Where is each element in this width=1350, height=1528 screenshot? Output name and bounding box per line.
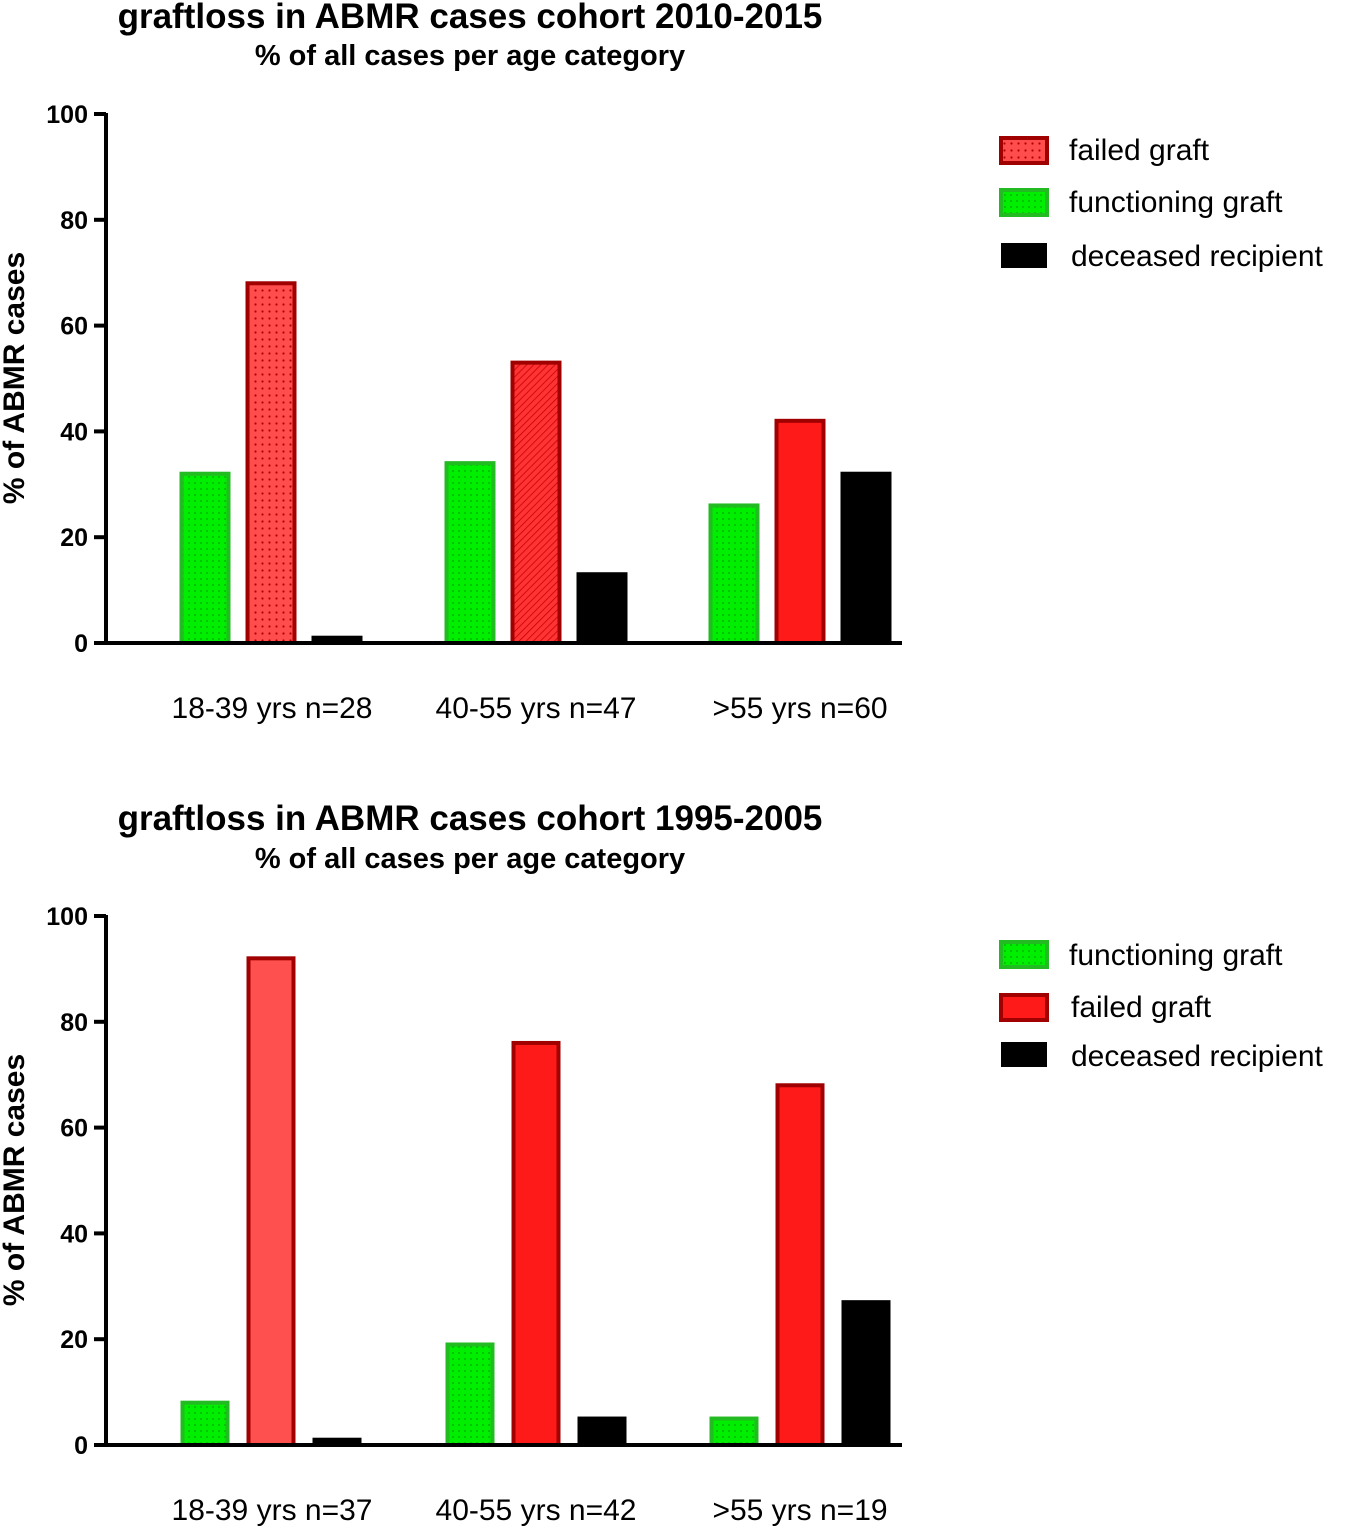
bar-failed-graft <box>775 1083 825 1448</box>
bar-functioning-graft <box>444 461 496 646</box>
bar-failed-graft <box>774 418 826 645</box>
y-tick-label: 80 <box>60 207 88 235</box>
category-label: 40-55 yrs n=42 <box>436 1494 637 1527</box>
chart-2010-2015: graftloss in ABMR cases cohort 2010-2015… <box>0 0 1324 725</box>
chart-title: graftloss in ABMR cases cohort 2010-2015 <box>118 0 823 36</box>
legend-label: failed graft <box>1071 991 1212 1024</box>
category-label: >55 yrs n=60 <box>712 692 887 725</box>
legend-swatch-deceased <box>1001 243 1047 268</box>
bar-failed-graft <box>246 956 296 1447</box>
legend-swatch-failed <box>999 136 1049 165</box>
bar-deceased-recipient <box>577 1416 627 1448</box>
legend-swatch-functioning <box>999 940 1049 969</box>
bar-deceased-recipient <box>840 471 892 645</box>
legend-label: functioning graft <box>1069 186 1283 219</box>
legend: failed graft functioning graft deceased … <box>999 134 1324 273</box>
y-tick-label: 20 <box>60 1326 88 1354</box>
y-tick-label: 60 <box>60 313 88 341</box>
legend-label: failed graft <box>1069 134 1210 167</box>
legend-swatch-failed <box>999 993 1049 1022</box>
y-ticks: 0 20 40 60 80 100 <box>46 101 106 658</box>
legend-swatch-deceased <box>1001 1042 1047 1067</box>
legend-label: deceased recipient <box>1071 240 1324 273</box>
y-axis-label: % of ABMR cases <box>0 252 31 504</box>
y-tick-label: 100 <box>46 903 88 931</box>
category-label: 18-39 yrs n=37 <box>172 1494 373 1527</box>
y-tick-label: 0 <box>74 630 88 658</box>
y-tick-label: 0 <box>74 1432 88 1460</box>
y-tick-label: 100 <box>46 101 88 129</box>
category-label: 40-55 yrs n=47 <box>436 692 637 725</box>
bar-deceased-recipient <box>576 572 628 645</box>
y-tick-label: 20 <box>60 524 88 552</box>
chart-subtitle: % of all cases per age category <box>255 843 685 875</box>
bar-functioning-graft <box>709 1416 759 1448</box>
bar-failed-graft <box>511 1040 561 1447</box>
y-tick-label: 40 <box>60 1220 88 1248</box>
bar-functioning-graft <box>180 1400 230 1448</box>
bar-functioning-graft <box>708 503 760 645</box>
chart-subtitle: % of all cases per age category <box>255 40 685 72</box>
bar-functioning-graft <box>445 1342 495 1447</box>
bars <box>180 956 891 1448</box>
category-label: 18-39 yrs n=28 <box>172 692 373 725</box>
category-label: >55 yrs n=19 <box>712 1494 887 1527</box>
chart-title: graftloss in ABMR cases cohort 1995-2005 <box>118 799 823 838</box>
bar-failed-graft <box>245 281 297 645</box>
bar-deceased-recipient <box>841 1300 891 1448</box>
y-axis-label: % of ABMR cases <box>0 1054 31 1306</box>
chart-1995-2005: graftloss in ABMR cases cohort 1995-2005… <box>0 799 1324 1527</box>
bars <box>179 281 892 646</box>
bar-failed-graft <box>510 360 562 645</box>
legend-label: functioning graft <box>1069 939 1283 972</box>
legend: functioning graft failed graft deceased … <box>999 939 1324 1073</box>
legend-label: deceased recipient <box>1071 1040 1324 1073</box>
legend-swatch-functioning <box>999 188 1049 217</box>
bar-functioning-graft <box>179 471 231 645</box>
y-tick-label: 60 <box>60 1115 88 1143</box>
y-tick-label: 40 <box>60 418 88 446</box>
y-tick-label: 80 <box>60 1009 88 1037</box>
y-ticks: 0 20 40 60 80 100 <box>46 903 106 1460</box>
